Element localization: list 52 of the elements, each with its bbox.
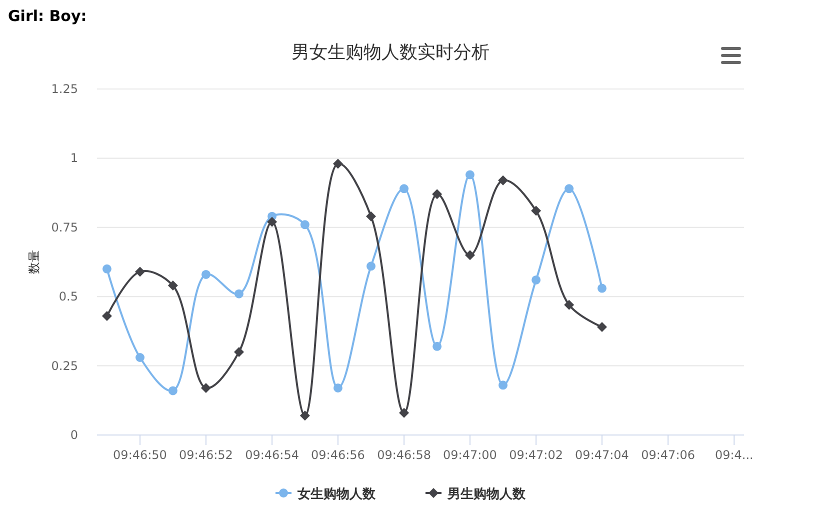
point <box>464 250 475 260</box>
point <box>234 346 244 357</box>
point <box>597 322 608 332</box>
point <box>432 189 442 200</box>
point <box>102 264 112 274</box>
point <box>332 158 343 169</box>
x-tick-label: 09:47:02 <box>509 448 564 462</box>
point <box>564 184 574 194</box>
x-tick-label: 09:47:00 <box>443 448 497 462</box>
point <box>300 220 310 230</box>
point <box>366 262 376 271</box>
x-tick-label: 09:47:04 <box>575 448 629 462</box>
x-tick-label: 09:46:50 <box>113 448 167 462</box>
point <box>300 410 310 421</box>
x-tick-label: 09:46:58 <box>377 448 431 462</box>
point <box>532 275 541 284</box>
point <box>135 266 146 277</box>
y-tick-label: 1.25 <box>51 82 78 96</box>
x-tick-label: 09:47:06 <box>641 448 696 462</box>
x-tick-label: 09:46:56 <box>311 448 365 462</box>
point <box>168 280 178 291</box>
y-axis-title: 数量 <box>27 250 41 274</box>
point <box>267 216 278 227</box>
point <box>136 352 145 362</box>
text: Girl: Boy: <box>8 7 87 25</box>
point <box>366 211 376 222</box>
point <box>400 184 409 194</box>
point <box>333 383 342 392</box>
chart-title: 男女生购物人数实时分析 <box>292 42 490 63</box>
x-tick-label: 09:4... <box>714 448 754 462</box>
point <box>531 206 542 216</box>
legend-label: 女生购物人数 <box>296 487 376 502</box>
y-tick-label: 0.25 <box>51 358 78 373</box>
x-tick-label: 09:46:52 <box>179 448 233 462</box>
x-tick-label: 09:46:54 <box>245 448 299 462</box>
y-tick-label: 1 <box>70 151 78 166</box>
point <box>102 310 112 321</box>
y-tick-label: 0 <box>70 428 78 442</box>
point <box>498 175 508 186</box>
point <box>168 386 178 396</box>
y-tick-label: 0.5 <box>58 290 78 304</box>
point <box>200 382 211 393</box>
point <box>234 289 244 298</box>
legend-label: 男生购物人数 <box>446 487 526 502</box>
point <box>432 342 442 351</box>
point <box>564 300 574 310</box>
point <box>598 284 607 293</box>
point <box>465 170 474 180</box>
point <box>399 408 410 418</box>
y-tick-label: 0.75 <box>51 220 78 234</box>
point <box>498 380 508 390</box>
point <box>201 270 210 279</box>
